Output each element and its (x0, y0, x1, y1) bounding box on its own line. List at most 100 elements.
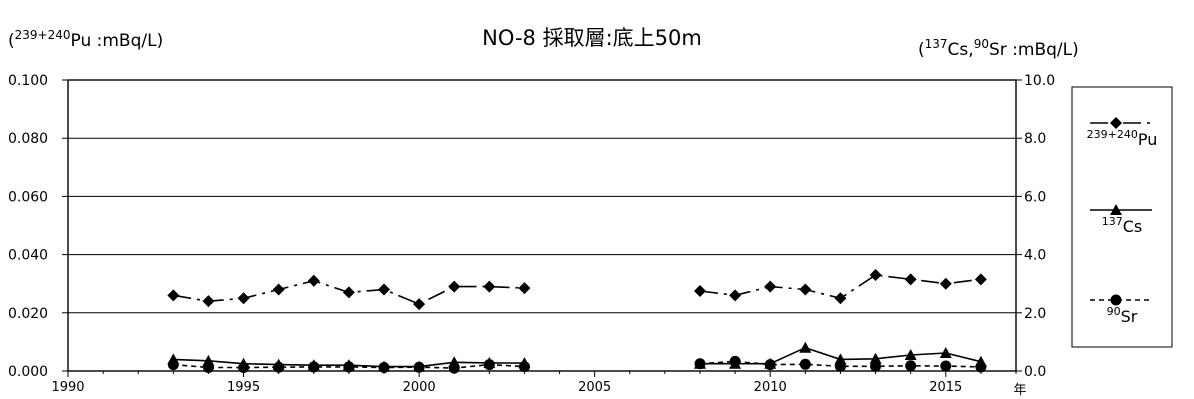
plot-area (67, 79, 1017, 372)
legend-marker-pu (1110, 117, 1122, 129)
x-axis: 1990 1995 2000 2005 2010 2015 (51, 371, 1017, 395)
left-tick-label: 0.080 (8, 131, 48, 147)
gridlines (68, 137, 1016, 314)
x-tick-label: 2015 (929, 380, 962, 395)
data-point-sr (167, 359, 179, 371)
left-axis-unit-sup: 239+240 (15, 28, 71, 42)
legend-marker-cs (1110, 204, 1122, 215)
legend-item-sr: 90Sr (1090, 294, 1152, 326)
right-axis-unit-part: 137 (925, 37, 948, 51)
right-tick-label: 4.0 (1024, 248, 1046, 264)
data-point-sr (834, 360, 846, 372)
data-point-sr (483, 359, 495, 371)
legend-label-sup: 90 (1107, 305, 1121, 318)
legend-box (1071, 86, 1173, 348)
series-line-sr (699, 360, 981, 368)
data-point-sr (694, 358, 706, 370)
data-point-pu (518, 282, 531, 295)
legend-label-cs: 137Cs (1102, 215, 1143, 236)
data-point-sr (764, 359, 776, 371)
legend-marker-sr (1110, 294, 1122, 306)
legend: 239+240Pu 137Cs 90Sr (1087, 117, 1158, 326)
data-point-pu (272, 283, 285, 296)
legend-label-sr: 90Sr (1107, 305, 1138, 326)
x-tick-label: 1990 (51, 380, 84, 395)
data-point-sr (870, 360, 882, 372)
left-tick-label: 0.040 (8, 248, 48, 264)
data-point-pu (939, 277, 952, 290)
data-point-cs (869, 352, 882, 364)
x-tick-label: 2005 (578, 380, 611, 395)
data-point-pu (974, 273, 987, 286)
data-point-sr (799, 358, 811, 370)
right-axis-unit: (137Cs,90Sr :mBq/L) (918, 37, 1079, 60)
data-point-sr (413, 361, 425, 373)
data-point-sr (905, 360, 917, 372)
legend-label-sup: 239+240 (1087, 128, 1138, 141)
data-point-pu (799, 283, 812, 296)
right-tick-label: 10.0 (1024, 73, 1055, 89)
data-point-sr (378, 362, 390, 374)
left-y-axis: 0.000 0.020 0.040 0.060 0.080 0.100 (8, 73, 68, 380)
legend-label-text: Pu (1138, 130, 1158, 149)
left-tick-label: 0.060 (8, 189, 48, 205)
legend-item-pu: 239+240Pu (1087, 117, 1158, 149)
x-tick-label: 1995 (227, 380, 260, 395)
data-point-pu (904, 273, 917, 286)
data-point-pu (448, 280, 461, 293)
left-tick-label: 0.020 (8, 306, 48, 322)
right-tick-label: 6.0 (1024, 189, 1046, 205)
right-y-axis: 0.0 2.0 4.0 6.0 8.0 10.0 (1016, 73, 1055, 380)
data-point-cs (939, 346, 952, 358)
data-point-sr (518, 361, 530, 373)
right-axis-unit-part: Sr :mBq/L) (989, 40, 1079, 60)
data-point-pu (729, 289, 742, 302)
right-tick-label: 0.0 (1024, 364, 1046, 380)
data-point-pu (342, 286, 355, 299)
legend-label-text: Sr (1121, 307, 1138, 326)
data-point-pu (764, 280, 777, 293)
data-point-cs (799, 341, 812, 353)
left-axis-unit: (239+240Pu :mBq/L) (8, 28, 163, 51)
left-tick-label: 0.100 (8, 73, 48, 89)
left-axis-unit-text: Pu :mBq/L) (71, 31, 164, 51)
data-point-cs (834, 353, 847, 365)
data-point-sr (448, 362, 460, 374)
data-point-pu (237, 292, 250, 305)
data-point-pu (378, 283, 390, 296)
data-point-pu (869, 268, 882, 281)
data-point-pu (483, 280, 496, 293)
right-axis-unit-part: 90 (974, 37, 989, 51)
legend-label-pu: 239+240Pu (1087, 128, 1158, 149)
data-point-pu (834, 292, 847, 305)
legend-item-cs: 137Cs (1090, 204, 1152, 236)
data-point-sr (940, 360, 952, 372)
x-tick-label: 2010 (754, 380, 787, 395)
data-point-sr (273, 361, 285, 373)
right-axis-unit-part: ( (918, 40, 925, 60)
series-sr (167, 355, 987, 374)
data-point-pu (307, 274, 320, 287)
left-axis-unit-open: ( (8, 31, 15, 51)
data-point-sr (729, 355, 741, 367)
right-tick-label: 8.0 (1024, 131, 1046, 147)
legend-label-text: Cs (1123, 217, 1143, 236)
data-point-pu (167, 289, 180, 302)
data-point-pu (694, 284, 706, 297)
data-point-cs (904, 348, 917, 360)
left-tick-label: 0.000 (8, 364, 48, 380)
data-point-sr (202, 362, 214, 374)
data-point-sr (308, 361, 320, 373)
data-point-sr (343, 361, 355, 373)
data-point-sr (238, 362, 250, 374)
right-axis-unit-part: Cs, (948, 40, 974, 60)
data-point-pu (413, 298, 426, 311)
data-point-pu (202, 295, 215, 308)
series-layer (167, 268, 987, 374)
x-axis-unit: 年 (1013, 383, 1026, 398)
chart-title: NO-8 採取層:底上50m (482, 26, 702, 50)
legend-label-sup: 137 (1102, 215, 1123, 228)
series-pu (167, 268, 987, 311)
x-tick-label: 2000 (403, 380, 436, 395)
